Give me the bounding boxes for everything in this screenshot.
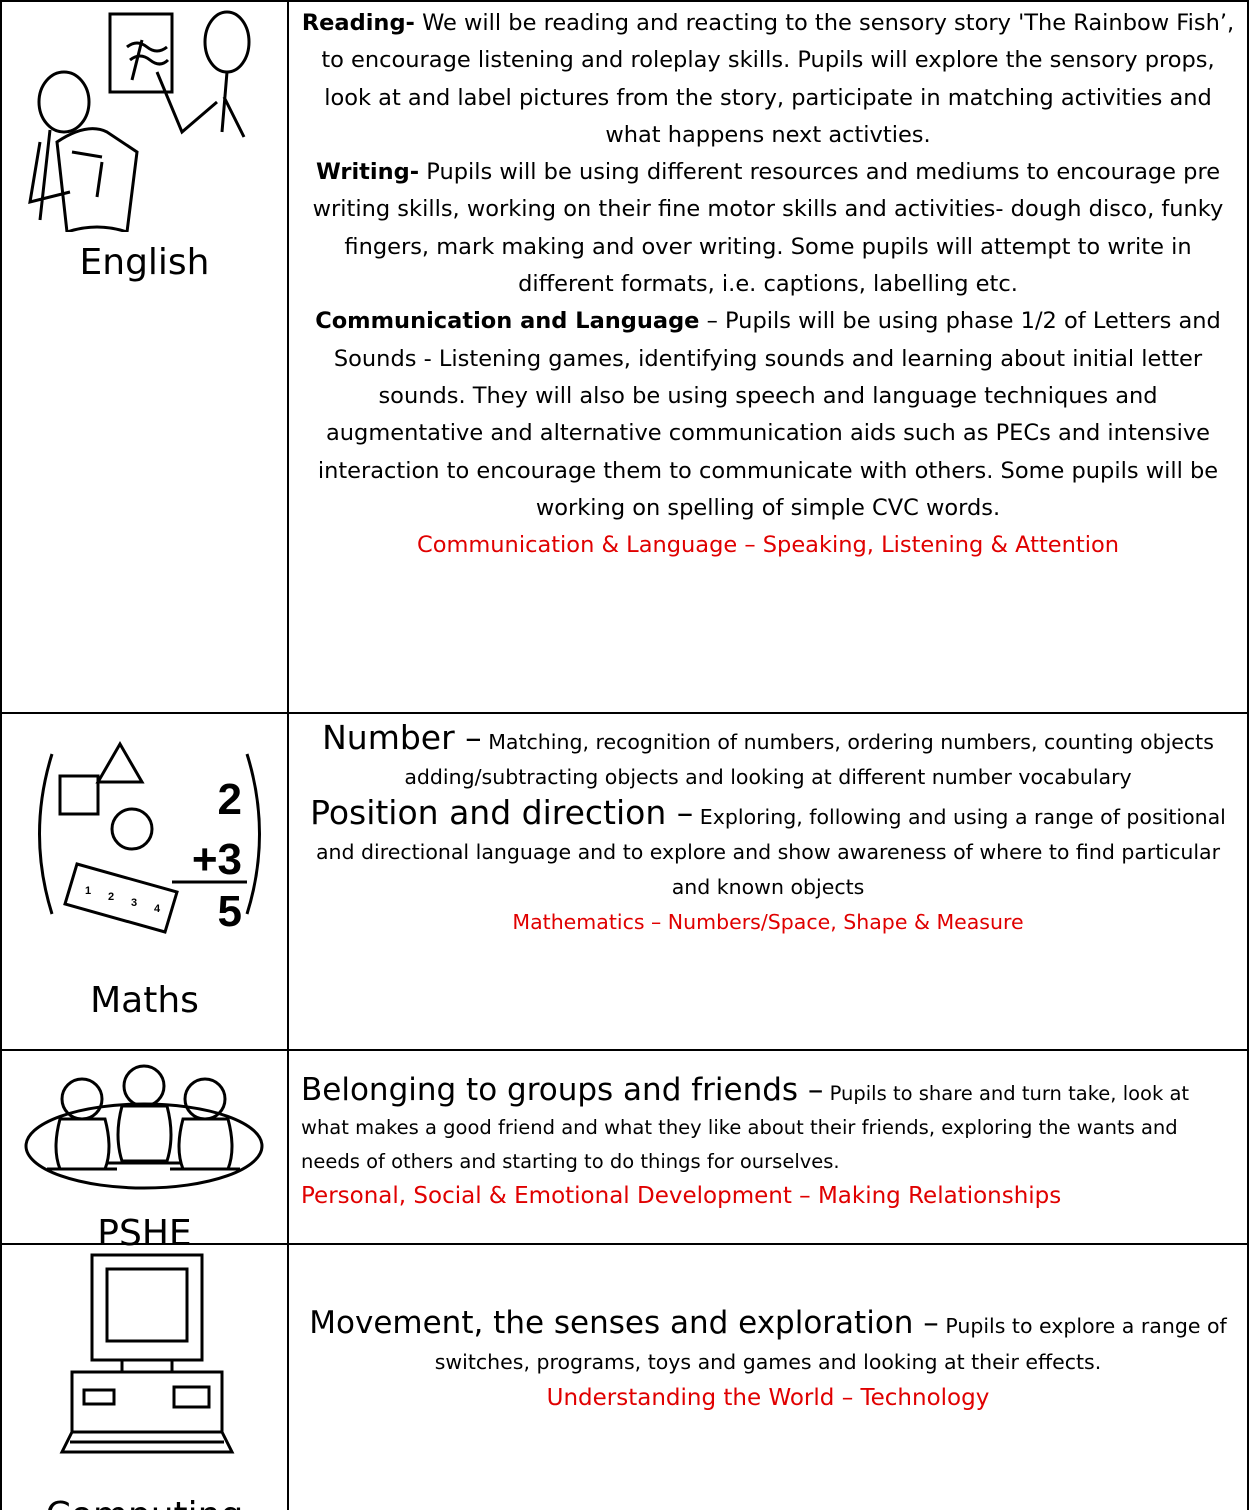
subject-label: English bbox=[79, 242, 210, 283]
heading: Reading- bbox=[301, 10, 415, 36]
subject-label: Maths bbox=[90, 980, 199, 1021]
ruler-text: 2 bbox=[108, 891, 114, 903]
paragraph: Writing- Pupils will be using different … bbox=[297, 154, 1239, 303]
table-row: English Reading- We will be reading and … bbox=[0, 0, 1249, 712]
heading: Belonging to groups and friends – bbox=[301, 1072, 824, 1108]
content-cell: Belonging to groups and friends – Pupils… bbox=[289, 1051, 1247, 1243]
icon-text: 5 bbox=[218, 887, 242, 936]
maths-icon: 2 +3 5 1 2 3 4 bbox=[38, 741, 261, 936]
subject-cell: English bbox=[2, 2, 289, 712]
subject-label: Computing bbox=[2, 1495, 287, 1510]
ruler-text: 1 bbox=[85, 885, 91, 897]
table-row: Computing Movement, the senses and explo… bbox=[0, 1243, 1249, 1510]
ruler-text: 4 bbox=[154, 903, 161, 915]
content-cell: Reading- We will be reading and reacting… bbox=[289, 2, 1247, 712]
text: – Pupils will be using phase 1/2 of Lett… bbox=[317, 308, 1221, 521]
subject-cell: Computing bbox=[2, 1245, 289, 1510]
computing-icon bbox=[59, 1253, 235, 1454]
paragraph: Movement, the senses and exploration – P… bbox=[297, 1305, 1239, 1380]
text: Pupils will be using different resources… bbox=[312, 159, 1224, 298]
text: Pupils to share and turn take, look at w… bbox=[301, 1082, 1190, 1173]
text: Matching, recognition of numbers, orderi… bbox=[404, 730, 1214, 789]
paragraph: Belonging to groups and friends – Pupils… bbox=[301, 1073, 1239, 1179]
english-icon bbox=[28, 10, 251, 232]
text: Exploring, following and using a range o… bbox=[315, 805, 1226, 899]
subject-cell: 2 +3 5 1 2 3 4 Maths bbox=[2, 714, 289, 1049]
pshe-icon bbox=[24, 1064, 264, 1190]
strand: Personal, Social & Emotional Development… bbox=[301, 1183, 1062, 1209]
heading: Writing- bbox=[315, 159, 420, 186]
subject-cell: PSHE bbox=[2, 1051, 289, 1254]
icon-text: 2 bbox=[218, 775, 242, 824]
paragraph: Reading- We will be reading and reacting… bbox=[297, 5, 1239, 154]
heading: Number – bbox=[322, 718, 482, 757]
content-cell: Movement, the senses and exploration – P… bbox=[289, 1245, 1247, 1510]
content-cell: Number – Matching, recognition of number… bbox=[289, 714, 1247, 1049]
heading: Position and direction – bbox=[310, 793, 694, 832]
icon-text: +3 bbox=[192, 835, 242, 884]
text: Pupils to explore a range of switches, p… bbox=[434, 1314, 1227, 1374]
paragraph: Number – Matching, recognition of number… bbox=[297, 720, 1239, 795]
table-row: 2 +3 5 1 2 3 4 Maths Number – Matching, … bbox=[0, 712, 1249, 1049]
heading: Communication and Language bbox=[315, 308, 700, 335]
strand: Understanding the World – Technology bbox=[546, 1385, 990, 1411]
text: We will be reading and reacting to the s… bbox=[321, 10, 1235, 148]
heading: Movement, the senses and exploration – bbox=[309, 1305, 939, 1341]
strand: Mathematics – Numbers/Space, Shape & Mea… bbox=[512, 910, 1024, 934]
subject-label: PSHE bbox=[97, 1213, 192, 1254]
strand: Communication & Language – Speaking, Lis… bbox=[416, 532, 1120, 559]
table-row: PSHE Belonging to groups and friends – P… bbox=[0, 1049, 1249, 1254]
paragraph: Communication and Language – Pupils will… bbox=[297, 303, 1239, 527]
paragraph: Position and direction – Exploring, foll… bbox=[297, 795, 1239, 905]
ruler-text: 3 bbox=[131, 897, 137, 909]
